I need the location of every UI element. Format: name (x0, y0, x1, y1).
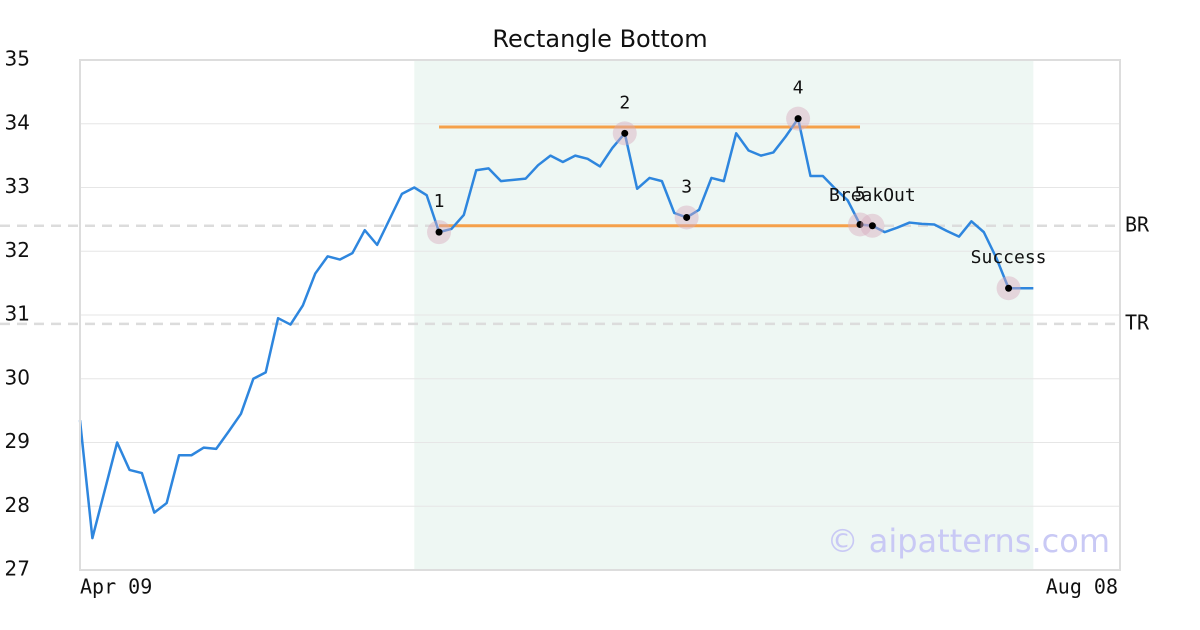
y-tick-label: 32 (5, 238, 30, 262)
marker-dot (621, 129, 629, 137)
chart-title: Rectangle Bottom (492, 25, 707, 53)
y-tick-label: 29 (5, 429, 30, 453)
marker-dot (856, 220, 864, 228)
y-tick-label: 34 (5, 110, 30, 134)
y-tick-label: 30 (5, 365, 30, 389)
marker-dot (435, 228, 443, 236)
watermark: © aipatterns.com (827, 522, 1110, 560)
marker-label: 1 (434, 191, 445, 212)
marker-label: 4 (793, 78, 804, 99)
y-tick-label: 28 (5, 493, 30, 517)
y-tick-label: 27 (5, 557, 30, 581)
marker-label: BreakOut (829, 185, 916, 206)
plot-frame (79, 59, 1121, 571)
marker-dot (1005, 284, 1013, 292)
marker-label: Success (971, 247, 1047, 268)
x-tick-label: Aug 08 (1046, 575, 1118, 599)
marker-dot (683, 213, 691, 221)
y-tick-label: 33 (5, 174, 30, 198)
reference-label: TR (1125, 310, 1150, 334)
y-tick-label: 31 (5, 302, 30, 326)
marker-label: 5 (855, 183, 866, 204)
reference-label: BR (1125, 212, 1150, 236)
marker-label: 2 (619, 92, 630, 113)
marker-dot (868, 222, 876, 230)
marker-dot (794, 115, 802, 123)
y-tick-label: 35 (5, 47, 30, 71)
x-tick-label: Apr 09 (80, 575, 152, 599)
marker-label: 3 (681, 176, 692, 197)
